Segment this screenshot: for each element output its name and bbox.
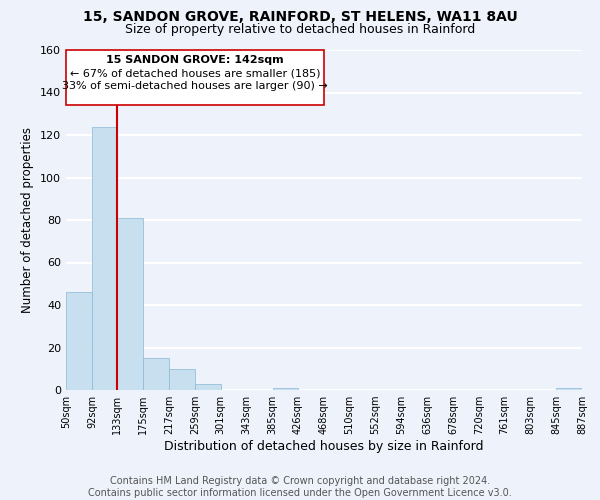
Y-axis label: Number of detached properties: Number of detached properties [22, 127, 34, 313]
Text: 15 SANDON GROVE: 142sqm: 15 SANDON GROVE: 142sqm [106, 56, 284, 66]
Bar [143, 358, 169, 390]
Bar [272, 388, 298, 390]
Text: ← 67% of detached houses are smaller (185): ← 67% of detached houses are smaller (18… [70, 68, 320, 78]
Bar [169, 369, 195, 390]
Text: Size of property relative to detached houses in Rainford: Size of property relative to detached ho… [125, 22, 475, 36]
Bar [556, 388, 582, 390]
Bar [92, 126, 117, 390]
Bar [195, 384, 221, 390]
Text: 33% of semi-detached houses are larger (90) →: 33% of semi-detached houses are larger (… [62, 81, 328, 91]
Text: Contains HM Land Registry data © Crown copyright and database right 2024.
Contai: Contains HM Land Registry data © Crown c… [88, 476, 512, 498]
X-axis label: Distribution of detached houses by size in Rainford: Distribution of detached houses by size … [164, 440, 484, 453]
Bar [117, 218, 143, 390]
Bar [66, 50, 323, 106]
Bar [66, 292, 92, 390]
Text: 15, SANDON GROVE, RAINFORD, ST HELENS, WA11 8AU: 15, SANDON GROVE, RAINFORD, ST HELENS, W… [83, 10, 517, 24]
